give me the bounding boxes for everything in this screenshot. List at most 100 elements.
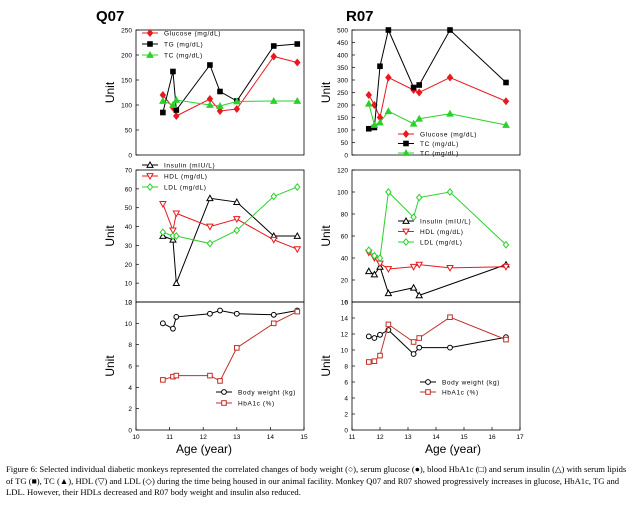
data-point-r07-p3-2 [410, 213, 417, 222]
data-point-q07-p4-1 [294, 308, 301, 315]
data-point-r07-p1-0 [385, 73, 392, 82]
data-point-q07-p0-1 [294, 41, 301, 47]
y-tick-label-q07-p4: 12 [125, 300, 133, 307]
legend-marker-r07-p1-2 [402, 148, 410, 156]
y-tick-label-r07-p3: 60 [341, 234, 349, 241]
y-tick-label-r07-p1: 200 [337, 103, 348, 110]
series-line-q07-p2-1 [162, 203, 298, 250]
legend-marker-r07-p3-2 [402, 238, 410, 246]
data-point-q07-p2-1 [293, 246, 302, 254]
data-point-r07-p5-1 [385, 321, 392, 328]
legend-label-q07-p2-0: Insulin (mIU/L) [164, 162, 215, 169]
legend-marker-r07-p3-1 [402, 228, 410, 236]
legend-marker-q07-p4-1 [221, 400, 227, 406]
legend-marker-q07-p4-0 [221, 389, 227, 395]
series-line-q07-p0-1 [162, 43, 298, 113]
data-point-q07-p4-1 [173, 372, 180, 379]
data-point-q07-p2-1 [172, 210, 181, 218]
data-point-r07-p3-1 [502, 263, 510, 271]
y-tick-label-r07-p3: 0 [344, 300, 348, 307]
y-tick-label-q07-p4: 4 [128, 385, 132, 392]
data-point-r07-p1-1 [366, 125, 372, 132]
data-point-r07-p3-2 [376, 254, 384, 262]
y-tick-label-q07-p4: 2 [128, 406, 132, 413]
y-tick-label-q07-p2: 30 [125, 243, 133, 250]
data-point-r07-p1-2 [384, 107, 393, 115]
legend-marker-r07-p1-1 [403, 140, 409, 147]
data-point-q07-p4-1 [160, 377, 166, 383]
x-tick-label-r07-p5: 15 [460, 434, 468, 441]
y-tick-label-q07-p2: 60 [125, 186, 133, 193]
y-tick-label-r07-p1: 350 [337, 65, 348, 72]
data-point-r07-p3-1 [409, 263, 418, 271]
data-point-r07-p1-1 [416, 82, 422, 88]
y-tick-label-r07-p3: 40 [341, 256, 349, 263]
data-point-q07-p4-0 [233, 310, 240, 317]
data-point-q07-p2-0 [206, 194, 214, 202]
data-point-q07-p4-1 [217, 378, 223, 384]
legend-label-r07-p1-2: TC (mg/dL) [420, 150, 459, 157]
data-point-q07-p2-0 [172, 279, 181, 287]
data-point-r07-p5-0 [447, 344, 453, 351]
y-axis-label-r07-p3: Unit [319, 225, 333, 247]
y-tick-label-r07-p5: 16 [341, 300, 349, 307]
legend-label-q07-p0-2: TC (mg/dL) [164, 52, 203, 59]
data-point-q07-p2-1 [269, 236, 278, 244]
legend-label-r07-p3-1: HDL (mg/dL) [420, 229, 464, 236]
data-point-r07-p5-1 [366, 359, 372, 365]
y-tick-label-q07-p2: 40 [125, 224, 133, 231]
y-tick-label-r07-p5: 12 [341, 332, 349, 339]
series-line-q07-p0-2 [162, 99, 298, 107]
y-tick-label-q07-p0: 100 [121, 103, 132, 110]
y-tick-label-q07-p4: 10 [125, 321, 133, 328]
data-point-r07-p1-0 [502, 97, 510, 106]
data-point-r07-p1-2 [502, 120, 510, 128]
y-tick-label-r07-p1: 0 [344, 153, 348, 160]
data-point-r07-p5-1 [371, 358, 378, 364]
y-axis-label-q07-p0: Unit [103, 81, 117, 103]
plot-frame-r07-p3 [351, 169, 521, 303]
data-point-r07-p3-2 [371, 251, 378, 260]
data-point-q07-p0-0 [270, 52, 278, 61]
data-point-q07-p0-0 [294, 58, 301, 67]
y-tick-label-r07-p5: 14 [341, 316, 349, 323]
data-point-q07-p0-1 [217, 88, 223, 95]
legend-label-r07-p3-0: Insulin (mIU/L) [420, 218, 471, 225]
data-point-r07-p3-2 [415, 193, 423, 202]
x-tick-label-q07-p4: 11 [166, 434, 173, 441]
data-point-r07-p1-2 [415, 114, 424, 122]
data-point-r07-p5-0 [377, 331, 383, 338]
y-tick-label-r07-p1: 300 [337, 78, 348, 85]
legend-marker-r07-p1-0 [402, 130, 410, 138]
data-point-r07-p3-0 [364, 267, 373, 275]
data-point-q07-p0-2 [206, 100, 214, 108]
data-point-r07-p3-1 [415, 261, 424, 269]
y-axis-label-r07-p5: Unit [319, 355, 333, 377]
legend-marker-q07-p0-0 [146, 29, 154, 37]
series-line-q07-p0-0 [162, 55, 298, 117]
data-point-r07-p1-1 [377, 63, 383, 70]
data-point-r07-p1-1 [503, 79, 509, 86]
x-tick-label-q07-p4: 13 [233, 434, 241, 441]
data-point-r07-p1-0 [365, 91, 373, 99]
y-tick-label-r07-p3: 80 [341, 212, 349, 219]
y-tick-label-r07-p5: 8 [344, 364, 348, 371]
y-tick-label-r07-p1: 150 [337, 115, 348, 122]
y-tick-label-r07-p5: 0 [344, 428, 348, 435]
x-tick-label-q07-p4: 10 [132, 434, 140, 441]
data-point-r07-p3-0 [384, 289, 393, 297]
plot-frame-q07-p0 [135, 29, 305, 156]
data-point-q07-p2-2 [173, 232, 180, 240]
data-point-q07-p2-2 [233, 226, 241, 235]
data-point-r07-p1-2 [446, 109, 454, 117]
legend-label-q07-p4-1: HbA1c (%) [238, 400, 275, 407]
data-point-r07-p1-2 [409, 119, 418, 127]
data-point-r07-p1-2 [364, 99, 373, 107]
y-tick-label-r07-p5: 4 [344, 396, 348, 403]
data-point-q07-p4-1 [234, 345, 240, 351]
data-point-r07-p3-2 [385, 188, 392, 196]
data-point-r07-p3-0 [370, 270, 379, 278]
data-point-q07-p2-2 [270, 192, 278, 201]
data-point-q07-p0-2 [172, 95, 181, 103]
data-point-q07-p2-1 [169, 227, 177, 235]
